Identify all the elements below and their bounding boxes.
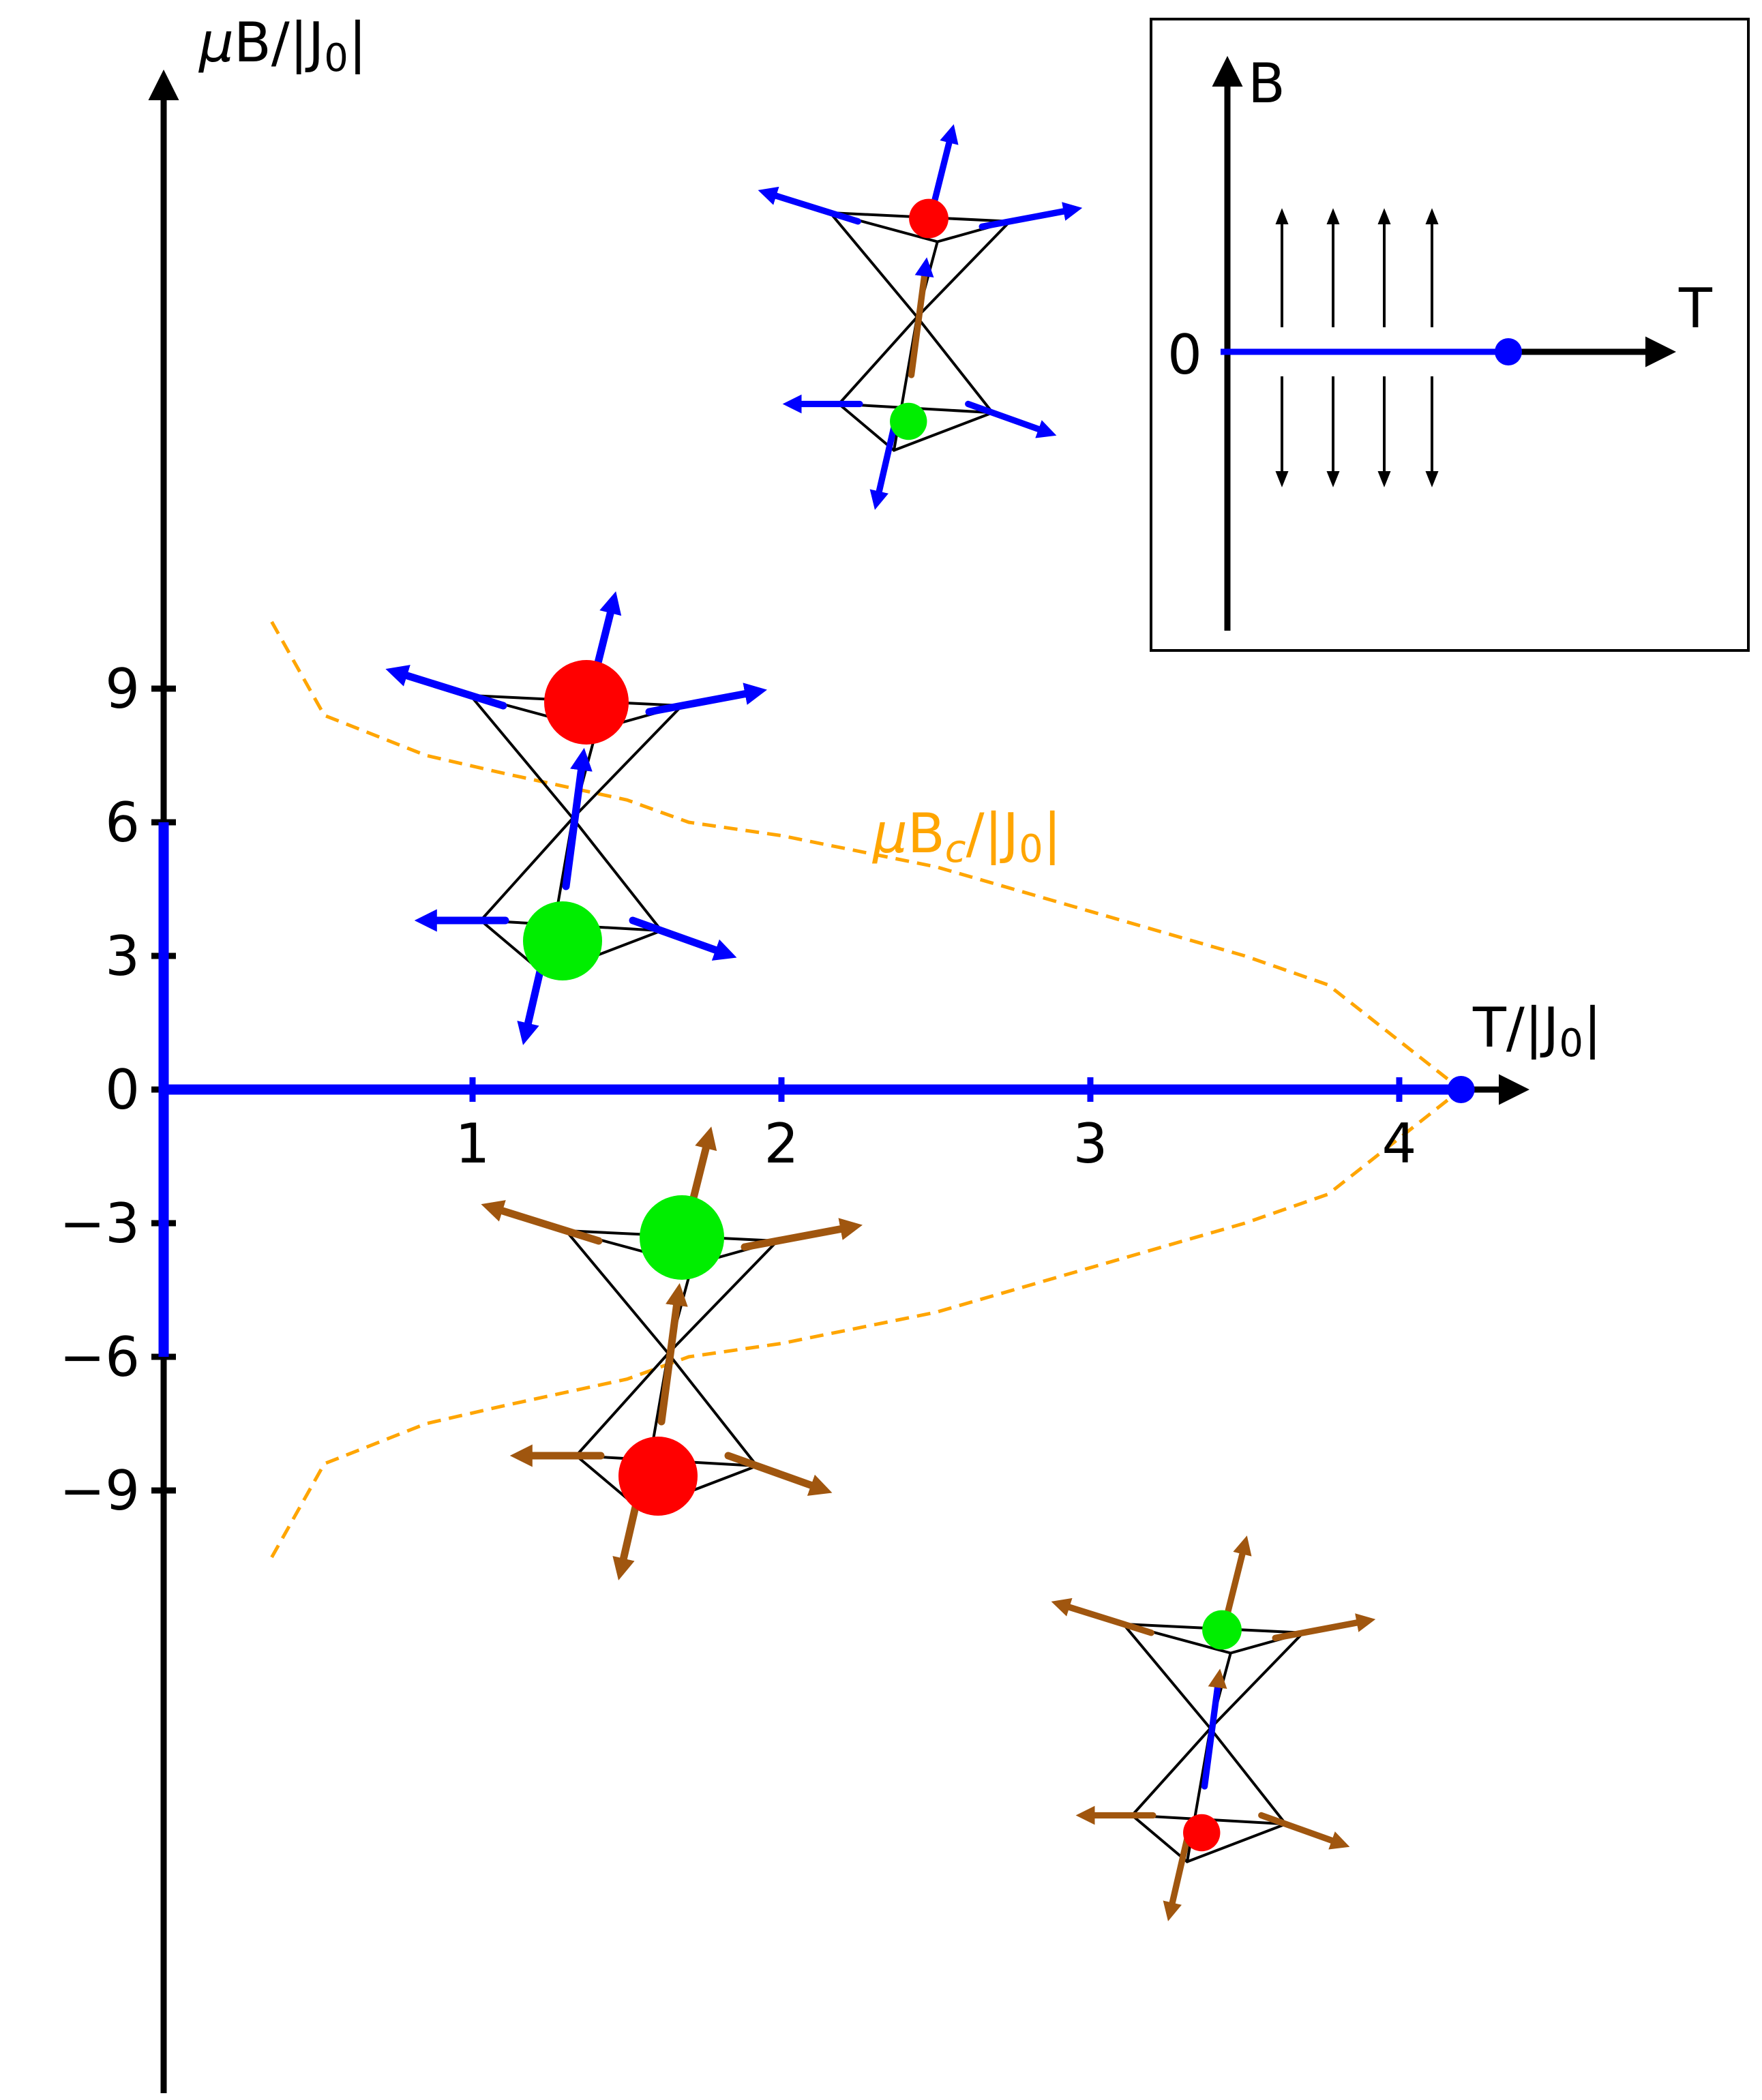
y-axis-label: μB/|J0| — [198, 11, 367, 80]
site-marker — [1202, 1610, 1242, 1650]
inset-field-arrows — [1275, 208, 1439, 487]
x-axis-label: T/|J0| — [1472, 996, 1602, 1066]
spin-arrow — [1163, 1835, 1191, 1921]
tetra-edge — [575, 1352, 670, 1457]
tetra-edge — [1131, 1727, 1212, 1817]
spin-arrow — [724, 1452, 833, 1496]
tetra-edge — [479, 817, 574, 922]
y-tick-label: 0 — [105, 1058, 140, 1122]
tetra-edge — [837, 316, 919, 406]
spin-arrow — [657, 1282, 688, 1426]
tetra-edge — [837, 402, 895, 452]
site-marker — [523, 901, 602, 980]
spin-config-up-large — [385, 591, 767, 1045]
spin-arrow — [965, 400, 1057, 438]
spin-arrow — [908, 257, 934, 378]
spin-arrow — [562, 747, 593, 890]
x-axis-label-sub: 0 — [1559, 1021, 1583, 1066]
tetra-edge — [1209, 1631, 1304, 1730]
inset-panel: B T 0 — [1150, 18, 1750, 652]
x-axis-label-end: | — [1583, 996, 1602, 1060]
tetra-edge — [1186, 1822, 1287, 1863]
tetra-edge — [571, 704, 683, 820]
y-axis-label-sub: 0 — [324, 36, 348, 80]
spin-arrow — [931, 124, 959, 205]
y-axis-label-end: | — [348, 11, 367, 75]
y-ticks: 9 6 3 0 −3 −6 −9 — [59, 657, 176, 1522]
critical-label-mu: μ — [871, 802, 908, 865]
spin-arrow — [1258, 1812, 1350, 1850]
y-tick-label: −9 — [59, 1459, 140, 1522]
tetra-edge — [1131, 1814, 1189, 1863]
tetra-edge — [916, 220, 1011, 318]
tetra-edge — [565, 1229, 670, 1355]
critical-label-b: B — [908, 802, 945, 865]
site-marker — [1183, 1814, 1221, 1852]
tetra-edge — [893, 411, 994, 452]
tetra-edge — [916, 316, 994, 415]
spin-config-down-small — [1051, 1535, 1376, 1921]
critical-field-curve — [270, 620, 1463, 1559]
critical-label-sub-0: 0 — [1019, 827, 1043, 871]
critical-label-rest: /|J — [966, 802, 1019, 866]
tetra-edge — [667, 1240, 779, 1355]
tetra-edge — [1122, 1623, 1212, 1730]
inset-frame — [1150, 18, 1750, 652]
y-axis-label-main: B/|J — [234, 11, 324, 75]
critical-curve-lower — [270, 1088, 1463, 1559]
site-marker — [909, 198, 949, 239]
critical-label-sub-c: c — [945, 827, 966, 871]
spin-arrow — [1201, 1668, 1227, 1790]
spin-arrow — [758, 186, 861, 225]
tetra-edge — [469, 694, 574, 820]
inset-zero-label: 0 — [1167, 323, 1202, 387]
spin-arrow — [1224, 1535, 1252, 1616]
y-tick-label: 6 — [105, 791, 140, 854]
critical-curve-upper — [270, 620, 1463, 1091]
phase-lines — [158, 822, 1475, 1357]
spin-arrow — [741, 1218, 863, 1251]
x-tick-label: 4 — [1382, 1112, 1417, 1175]
critical-point — [1447, 1076, 1475, 1103]
inset-b-label: B — [1248, 52, 1285, 115]
site-marker — [640, 1195, 724, 1280]
y-tick-label: 3 — [105, 925, 140, 988]
y-tick-label: −6 — [59, 1325, 140, 1389]
site-marker — [618, 1437, 698, 1516]
spin-arrow — [869, 423, 897, 510]
site-marker — [890, 402, 927, 440]
spin-config-down-large — [481, 1126, 863, 1580]
x-tick-label: 3 — [1073, 1112, 1108, 1175]
spin-arrow — [481, 1200, 603, 1245]
tetra-edge — [828, 211, 919, 318]
critical-curve-label: μBc/|J0| — [871, 802, 1062, 871]
x-tick-label: 1 — [456, 1112, 490, 1175]
spin-arrow — [629, 916, 737, 961]
inset-critical-point — [1495, 338, 1522, 365]
tetra-edge — [1209, 1727, 1287, 1826]
critical-label-end: | — [1043, 802, 1062, 866]
site-marker — [544, 660, 629, 745]
x-axis-label-main: T/|J — [1472, 996, 1559, 1060]
spin-arrow — [979, 202, 1083, 230]
y-axis-label-mu: μ — [198, 11, 234, 74]
spin-arrow — [1051, 1597, 1154, 1636]
spin-config-up-small — [758, 124, 1083, 510]
x-ticks: 1 2 3 4 — [456, 1077, 1417, 1175]
spin-arrow — [1272, 1613, 1376, 1642]
spin-arrow — [385, 665, 507, 710]
spin-arrow — [645, 682, 767, 716]
tetra-edge — [667, 1352, 758, 1467]
y-tick-label: −3 — [59, 1192, 140, 1255]
inset-t-label: T — [1678, 277, 1713, 340]
x-tick-label: 2 — [764, 1112, 799, 1175]
y-tick-label: 9 — [105, 657, 140, 721]
tetra-edge — [571, 817, 663, 932]
